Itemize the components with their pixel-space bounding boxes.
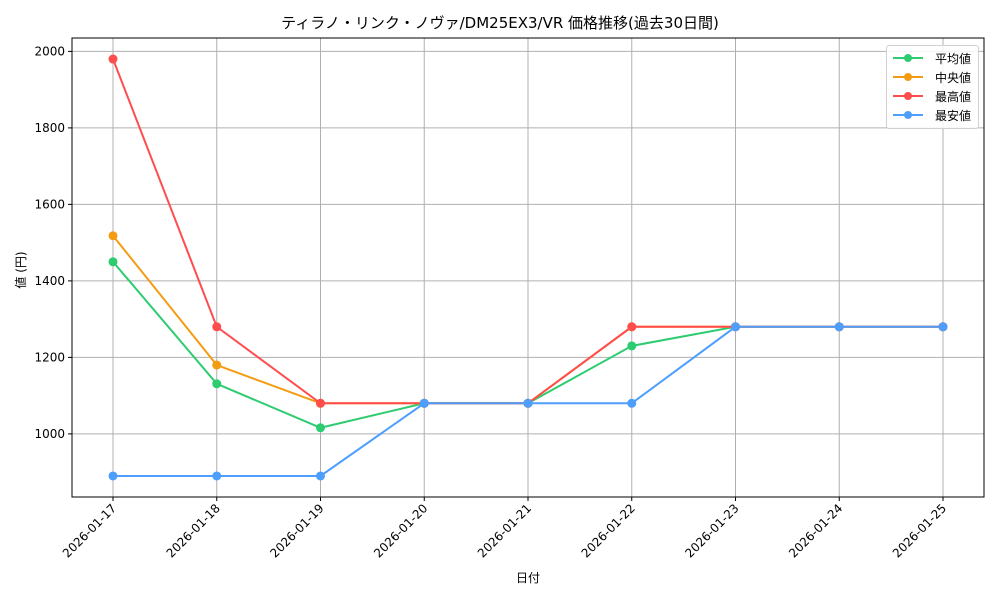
data-point xyxy=(212,471,222,481)
data-point xyxy=(316,423,325,433)
x-tick-label: 2026-01-21 xyxy=(475,501,534,560)
y-axis-ticks: 1000 1200 1400 1600 1800 2000 xyxy=(34,44,72,441)
data-point xyxy=(523,398,533,408)
x-tick-label: 2026-01-22 xyxy=(579,501,638,560)
data-point xyxy=(212,360,222,370)
data-point xyxy=(627,341,637,351)
x-axis-label: 日付 xyxy=(516,571,540,585)
data-point xyxy=(212,322,222,332)
chart-title: ティラノ・リンク・ノヴァ/DM25EX3/VR 価格推移(過去30日間) xyxy=(281,14,719,32)
data-point xyxy=(316,398,325,408)
y-tick-label: 1800 xyxy=(34,121,65,135)
data-point xyxy=(419,398,429,408)
data-point xyxy=(316,471,325,481)
data-point xyxy=(108,471,118,481)
legend-marker-icon xyxy=(893,52,923,64)
x-axis-ticks: 2026-01-17 2026-01-18 2026-01-19 2026-01-20… xyxy=(60,497,949,560)
y-axis-label: 値 (円) xyxy=(13,251,28,288)
series-lines xyxy=(108,54,948,481)
x-tick-label: 2026-01-23 xyxy=(682,501,741,560)
x-tick-label: 2026-01-20 xyxy=(371,501,430,560)
legend: 平均値 中央値 最高値 最安値 xyxy=(886,45,979,129)
legend-marker-icon xyxy=(893,71,923,83)
x-tick-label: 2026-01-24 xyxy=(786,501,845,560)
data-point xyxy=(731,322,740,332)
legend-item-min: 最安値 xyxy=(893,106,971,124)
series-最安値 xyxy=(108,322,948,481)
x-tick-label: 2026-01-18 xyxy=(164,501,223,560)
y-tick-label: 2000 xyxy=(34,44,65,58)
grid-lines xyxy=(72,38,984,497)
data-point xyxy=(938,322,948,332)
data-point xyxy=(108,231,118,241)
data-point xyxy=(834,322,844,332)
legend-label: 最安値 xyxy=(935,108,972,123)
legend-item-median: 中央値 xyxy=(893,68,971,86)
data-point xyxy=(108,257,118,267)
data-point xyxy=(212,379,222,389)
legend-item-average: 平均値 xyxy=(893,49,971,67)
y-tick-label: 1200 xyxy=(34,350,65,364)
x-tick-label: 2026-01-19 xyxy=(267,501,326,560)
y-tick-label: 1000 xyxy=(34,427,65,441)
data-point xyxy=(627,398,637,408)
legend-label: 最高値 xyxy=(935,89,972,104)
data-point xyxy=(627,322,637,332)
legend-item-max: 最高値 xyxy=(893,87,971,105)
y-tick-label: 1600 xyxy=(34,197,65,211)
x-tick-label: 2026-01-17 xyxy=(60,501,119,560)
x-tick-label: 2026-01-25 xyxy=(890,501,949,560)
y-tick-label: 1400 xyxy=(34,274,65,288)
legend-marker-icon xyxy=(893,90,923,102)
legend-label: 平均値 xyxy=(935,51,972,66)
legend-marker-icon xyxy=(893,109,923,121)
data-point xyxy=(108,54,118,64)
legend-label: 中央値 xyxy=(935,70,972,85)
